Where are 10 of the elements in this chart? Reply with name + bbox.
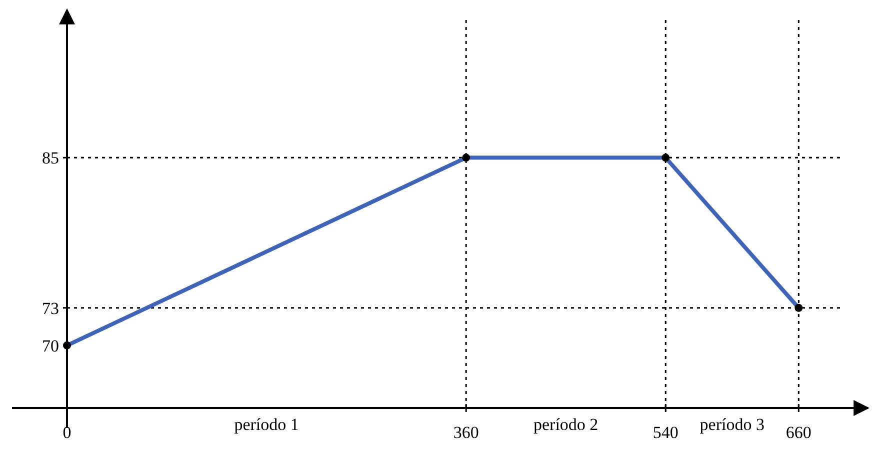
text: período 1	[234, 415, 299, 434]
y-tick-label: 73	[42, 298, 59, 318]
text: período 2	[534, 415, 598, 434]
x-tick-label: 0	[62, 423, 72, 442]
y-tick-label: 70	[42, 336, 59, 356]
x-tick-label: 540	[652, 423, 678, 442]
x-tick-label: 360	[453, 423, 479, 442]
y-tick-label: 85	[42, 148, 59, 168]
x-tick-label: 660	[786, 423, 812, 442]
text: período 3	[700, 415, 764, 434]
